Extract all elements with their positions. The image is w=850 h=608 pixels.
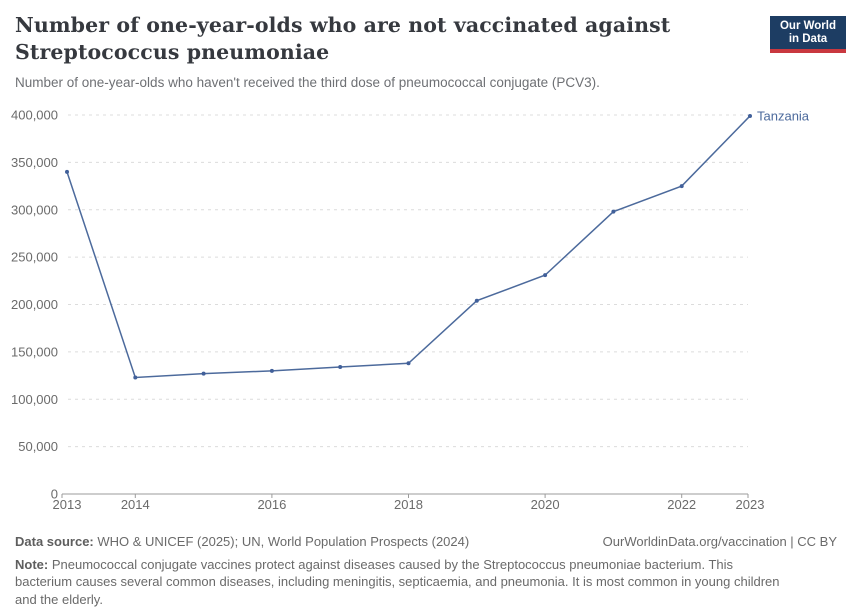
data-point[interactable] [65, 170, 69, 174]
x-axis-tick-label: 2018 [394, 497, 423, 512]
note-text: Pneumococcal conjugate vaccines protect … [15, 557, 780, 607]
x-axis-tick-label: 2023 [736, 497, 765, 512]
x-axis-tick-label: 2013 [53, 497, 82, 512]
x-axis-tick-label: 2022 [667, 497, 696, 512]
data-point[interactable] [202, 372, 206, 376]
y-axis-tick-label: 250,000 [11, 250, 58, 265]
x-axis-tick-label: 2020 [531, 497, 560, 512]
note-label: Note: [15, 557, 48, 572]
chart-header: Number of one-year-olds who are not vacc… [15, 12, 755, 90]
data-source: Data source: WHO & UNICEF (2025); UN, Wo… [15, 533, 469, 551]
chart-subtitle: Number of one-year-olds who haven't rece… [15, 75, 755, 90]
data-point[interactable] [611, 210, 615, 214]
y-axis-tick-label: 350,000 [11, 155, 58, 170]
chart-canvas[interactable]: 050,000100,000150,000200,000250,000300,0… [0, 95, 850, 520]
source-row: Data source: WHO & UNICEF (2025); UN, Wo… [15, 533, 837, 551]
data-point[interactable] [133, 375, 137, 379]
x-axis-tick-label: 2016 [257, 497, 286, 512]
data-point[interactable] [338, 365, 342, 369]
page-title: Number of one-year-olds who are not vacc… [15, 12, 755, 66]
y-axis-tick-label: 200,000 [11, 297, 58, 312]
data-point[interactable] [543, 273, 547, 277]
y-axis-tick-label: 50,000 [18, 439, 58, 454]
data-point[interactable] [680, 184, 684, 188]
data-source-text: WHO & UNICEF (2025); UN, World Populatio… [94, 534, 469, 549]
y-axis-tick-label: 400,000 [11, 108, 58, 123]
data-point[interactable] [270, 369, 274, 373]
data-point[interactable] [407, 361, 411, 365]
chart-note: Note: Pneumococcal conjugate vaccines pr… [15, 556, 793, 608]
title-line-2: Streptococcus pneumoniae [15, 39, 755, 66]
data-point[interactable] [475, 299, 479, 303]
series-label[interactable]: Tanzania [757, 108, 810, 123]
owid-link[interactable]: OurWorldinData.org/vaccination | CC BY [603, 533, 837, 551]
y-axis-tick-label: 150,000 [11, 344, 58, 359]
x-axis-tick-label: 2014 [121, 497, 150, 512]
data-source-label: Data source: [15, 534, 94, 549]
y-axis-tick-label: 100,000 [11, 392, 58, 407]
data-point[interactable] [748, 114, 752, 118]
owid-logo-text: Our World in Data [770, 16, 846, 49]
title-line-1: Number of one-year-olds who are not vacc… [15, 12, 755, 39]
owid-logo: Our World in Data [770, 16, 846, 53]
trend-line [67, 116, 750, 378]
owid-logo-red-bar [770, 49, 846, 53]
chart-footer: Data source: WHO & UNICEF (2025); UN, Wo… [15, 533, 837, 608]
y-axis-tick-label: 300,000 [11, 202, 58, 217]
